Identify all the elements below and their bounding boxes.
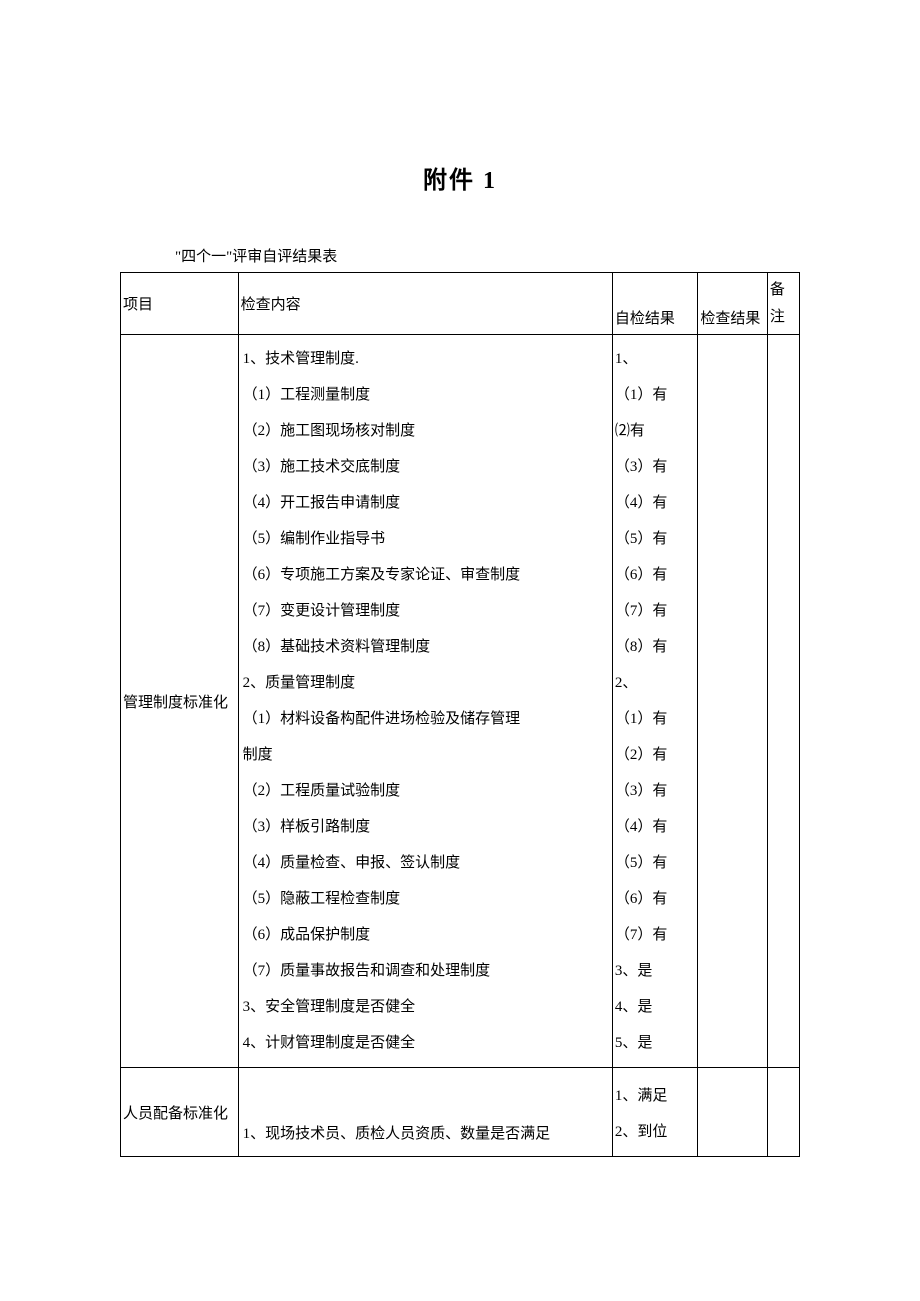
- header-project: 项目: [121, 273, 239, 335]
- self-line: （4）有: [615, 485, 696, 521]
- self-line: 5、是: [615, 1025, 696, 1061]
- content-cell: 1、现场技术员、质检人员资质、数量是否满足: [238, 1068, 612, 1157]
- content-line: （4）质量检查、申报、签认制度: [243, 845, 608, 881]
- self-line: （3）有: [615, 449, 696, 485]
- project-cell: 管理制度标准化: [121, 335, 239, 1068]
- check-result-cell: [698, 335, 768, 1068]
- header-check-result: 检查结果: [698, 273, 768, 335]
- self-line: ⑵有: [615, 413, 696, 449]
- content-line: 2、质量管理制度: [243, 665, 608, 701]
- content-cell: 1、技术管理制度. （1）工程测量制度 （2）施工图现场核对制度 （3）施工技术…: [238, 335, 612, 1068]
- note-cell: [767, 335, 799, 1068]
- content-line: （4）开工报告申请制度: [243, 485, 608, 521]
- content-line: （1）材料设备构配件进场检验及储存管理: [243, 701, 608, 737]
- self-line: （2）有: [615, 737, 696, 773]
- table-row: 管理制度标准化 1、技术管理制度. （1）工程测量制度 （2）施工图现场核对制度…: [121, 335, 800, 1068]
- content-line: （2）工程质量试验制度: [243, 773, 608, 809]
- content-line: （7）质量事故报告和调查和处理制度: [243, 953, 608, 989]
- header-note-char2: 注: [770, 309, 785, 325]
- evaluation-table: 项目 检查内容 自检结果 检查结果 备 注 管理制度标准化 1、技术管理制度. …: [120, 272, 800, 1157]
- content-line: 3、安全管理制度是否健全: [243, 989, 608, 1025]
- content-line: 4、计财管理制度是否健全: [243, 1025, 608, 1061]
- self-result-cell: 1、满足 2、到位: [612, 1068, 698, 1157]
- self-line: 2、: [615, 665, 696, 701]
- self-line: （7）有: [615, 917, 696, 953]
- self-line: （6）有: [615, 881, 696, 917]
- page-title: 附件 1: [120, 160, 800, 195]
- content-line: （1）工程测量制度: [243, 377, 608, 413]
- self-line: （1）有: [615, 701, 696, 737]
- page-subtitle: "四个一"评审自评结果表: [175, 245, 800, 266]
- content-line: （3）样板引路制度: [243, 809, 608, 845]
- table-header-row: 项目 检查内容 自检结果 检查结果 备 注: [121, 273, 800, 335]
- content-line: 1、技术管理制度.: [243, 341, 608, 377]
- self-line: （1）有: [615, 377, 696, 413]
- self-line: 1、满足: [615, 1078, 696, 1114]
- self-line: 2、到位: [615, 1114, 696, 1150]
- content-line: （6）成品保护制度: [243, 917, 608, 953]
- self-line: （5）有: [615, 521, 696, 557]
- content-line: （7）变更设计管理制度: [243, 593, 608, 629]
- content-line: （5）隐蔽工程检查制度: [243, 881, 608, 917]
- header-note: 备 注: [767, 273, 799, 335]
- table-row: 人员配备标准化 1、现场技术员、质检人员资质、数量是否满足 1、满足 2、到位: [121, 1068, 800, 1157]
- content-line: （3）施工技术交底制度: [243, 449, 608, 485]
- self-line: （7）有: [615, 593, 696, 629]
- header-note-char1: 备: [770, 282, 785, 298]
- content-line: （8）基础技术资料管理制度: [243, 629, 608, 665]
- self-line: （8）有: [615, 629, 696, 665]
- self-line: （4）有: [615, 809, 696, 845]
- header-self-result: 自检结果: [612, 273, 698, 335]
- header-content: 检查内容: [238, 273, 612, 335]
- content-line: 1、现场技术员、质检人员资质、数量是否满足: [243, 1116, 608, 1152]
- content-line: 制度: [243, 737, 608, 773]
- check-result-cell: [698, 1068, 768, 1157]
- self-line: （5）有: [615, 845, 696, 881]
- self-line: 4、是: [615, 989, 696, 1025]
- content-line: （5）编制作业指导书: [243, 521, 608, 557]
- self-line: 1、: [615, 341, 696, 377]
- content-line: （2）施工图现场核对制度: [243, 413, 608, 449]
- note-cell: [767, 1068, 799, 1157]
- self-line: 3、是: [615, 953, 696, 989]
- project-cell: 人员配备标准化: [121, 1068, 239, 1157]
- self-line: （6）有: [615, 557, 696, 593]
- self-line: （3）有: [615, 773, 696, 809]
- content-line: （6）专项施工方案及专家论证、审查制度: [243, 557, 608, 593]
- self-result-cell: 1、 （1）有 ⑵有 （3）有 （4）有 （5）有 （6）有 （7）有 （8）有…: [612, 335, 698, 1068]
